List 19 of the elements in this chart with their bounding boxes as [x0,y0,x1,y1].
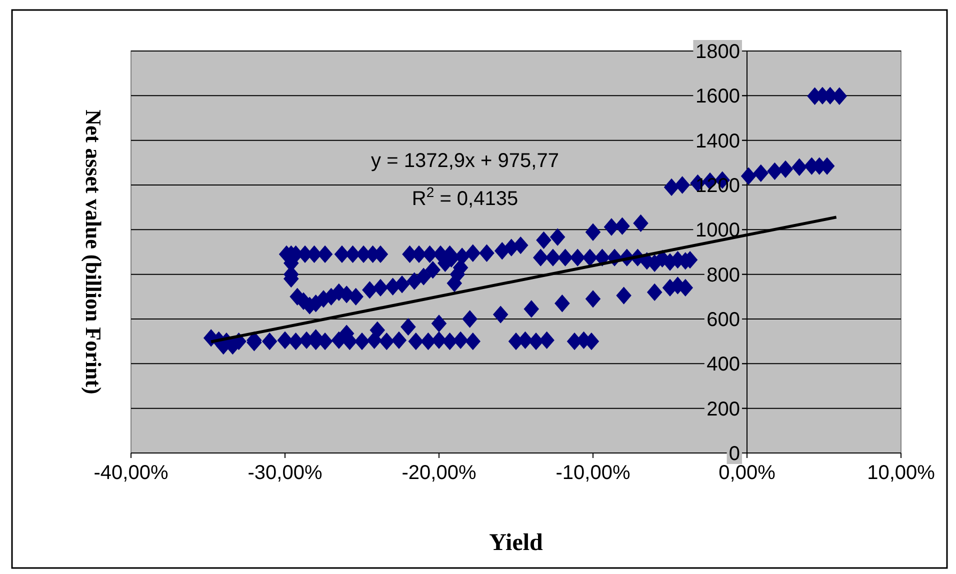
x-tick-label: 10,00% [867,462,936,484]
y-tick-label: 800 [706,264,740,286]
y-tick-label: 600 [706,309,740,331]
y-axis-title: Net asset value (billion Forint) [81,110,106,394]
y-tick-label: 400 [706,354,740,376]
annotation: R$^{2}$ = 0,4135 [412,184,518,210]
x-axis-title: Yield [489,530,544,556]
x-tick-label: -30,00% [248,462,322,484]
y-tick-label: 0 [728,443,740,465]
y-tick-label: 200 [706,398,740,420]
x-tick-label: -10,00% [556,462,630,484]
annotation: y = 1372,9x + 975,77 [371,150,559,172]
x-tick-label: -20,00% [402,462,476,484]
y-tick-label: 1400 [696,130,740,152]
y-tick-label: 1800 [696,41,740,63]
y-tick-label: 1000 [696,220,740,242]
y-tick-label: 1600 [696,86,740,108]
x-tick-label: -40,00% [94,462,168,484]
x-tick-label: 0,00% [718,462,776,484]
